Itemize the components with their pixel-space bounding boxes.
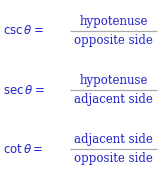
- Text: adjacent side: adjacent side: [74, 133, 153, 147]
- Text: opposite side: opposite side: [74, 33, 153, 47]
- Text: opposite side: opposite side: [74, 152, 153, 165]
- Text: hypotenuse: hypotenuse: [79, 15, 148, 28]
- Text: $\mathrm{sec}\,\theta =$: $\mathrm{sec}\,\theta =$: [3, 84, 45, 96]
- Text: adjacent side: adjacent side: [74, 93, 153, 106]
- Text: hypotenuse: hypotenuse: [79, 74, 148, 87]
- Text: $\mathrm{csc}\,\theta =$: $\mathrm{csc}\,\theta =$: [3, 24, 44, 37]
- Text: $\mathrm{cot}\,\theta =$: $\mathrm{cot}\,\theta =$: [3, 143, 44, 156]
